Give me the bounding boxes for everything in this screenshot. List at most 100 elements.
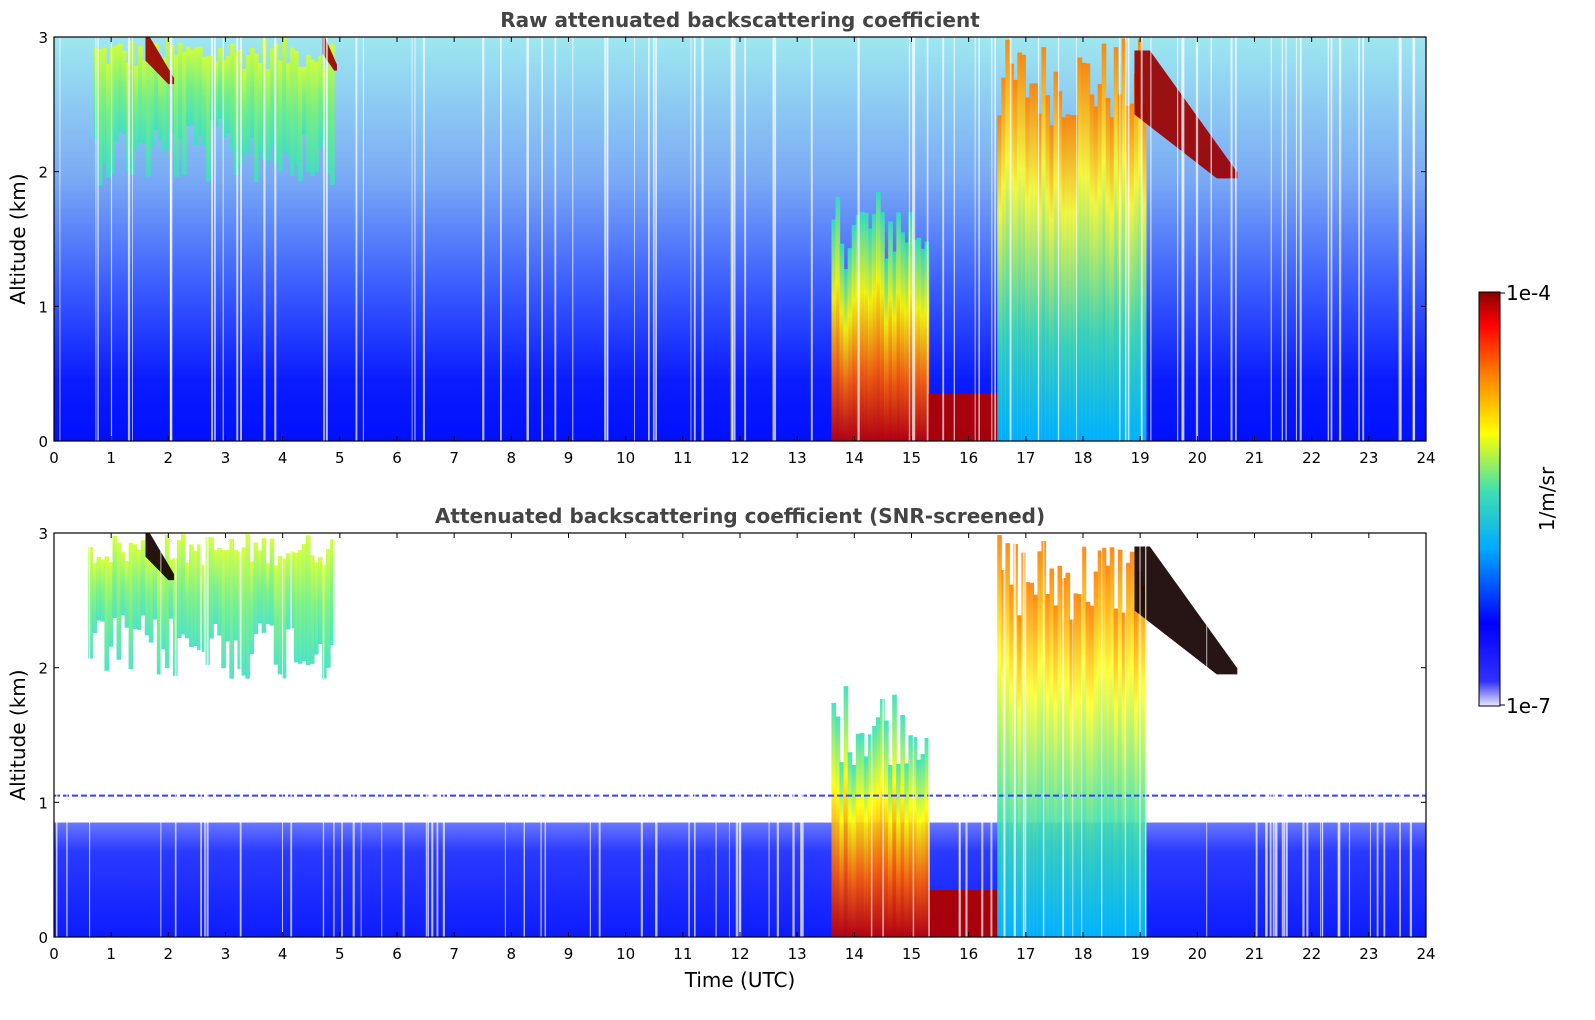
- feature-streak: [197, 544, 202, 651]
- feature-cirrus: [88, 534, 335, 679]
- feature-streak: [900, 232, 905, 441]
- feature-streak: [1141, 584, 1147, 937]
- feature-layer: [1134, 546, 1238, 675]
- feature-streak: [884, 258, 889, 441]
- feature-streak: [257, 550, 263, 624]
- data-gaps: [59, 37, 1416, 441]
- feature-streak: [209, 537, 214, 639]
- feature-streak: [920, 248, 926, 441]
- feature-streak: [831, 219, 837, 441]
- feature-streak: [136, 549, 142, 630]
- plot-area: [59, 37, 1416, 441]
- feature-streak: [867, 734, 873, 937]
- feature-streak: [859, 211, 865, 441]
- feature-streak: [1005, 543, 1010, 937]
- feature-streak: [156, 564, 162, 675]
- feature-streak: [1121, 38, 1127, 441]
- y-tick-label: 3: [38, 525, 48, 543]
- feature-streak: [924, 737, 930, 937]
- feature-streak: [310, 59, 315, 176]
- feature-streak: [835, 196, 841, 441]
- feature-streak: [253, 542, 259, 634]
- feature-streak: [880, 211, 885, 441]
- feature-streak: [226, 55, 231, 134]
- feature-streak: [213, 549, 218, 625]
- feature-streak: [884, 720, 889, 937]
- feature-streak: [1005, 39, 1010, 441]
- feature-streak: [100, 559, 106, 622]
- x-tick-label: 22: [1302, 449, 1321, 467]
- feature-streak: [318, 56, 323, 148]
- feature-streak: [1053, 605, 1059, 937]
- x-tick-label: 21: [1245, 945, 1264, 963]
- x-tick-label: 15: [902, 945, 921, 963]
- feature-streak: [916, 237, 922, 441]
- feature-streak: [326, 46, 331, 174]
- feature-streak: [1141, 103, 1147, 441]
- feature-streak: [1057, 91, 1063, 441]
- feature-streak: [138, 45, 143, 143]
- x-tick-label: 23: [1359, 945, 1378, 963]
- feature-streak: [1101, 547, 1107, 937]
- feature-streak: [1069, 115, 1075, 441]
- feature-streak: [302, 66, 307, 135]
- x-tick-label: 0: [49, 945, 59, 963]
- feature-streak: [916, 759, 922, 937]
- feature-streak: [1073, 114, 1079, 441]
- feature-streak: [269, 538, 275, 626]
- feature-cirrus: [94, 37, 335, 185]
- feature-streak: [142, 60, 147, 144]
- x-tick-label: 23: [1359, 449, 1378, 467]
- feature-streak: [1109, 117, 1115, 441]
- x-axis-label: Time (UTC): [684, 968, 796, 992]
- x-tick-label: 22: [1302, 945, 1321, 963]
- feature-streak: [286, 63, 291, 157]
- x-tick-label: 19: [1131, 945, 1150, 963]
- feature-streak: [1077, 57, 1083, 441]
- feature-streak: [309, 555, 315, 664]
- feature-streak: [110, 46, 115, 174]
- feature-streak: [266, 69, 271, 162]
- x-tick-label: 10: [616, 449, 635, 467]
- x-tick-label: 20: [1188, 449, 1207, 467]
- feature-streak: [88, 547, 93, 659]
- x-tick-label: 4: [278, 945, 288, 963]
- feature-streak: [1017, 52, 1022, 441]
- x-tick-label: 19: [1131, 449, 1150, 467]
- feature-streak: [904, 242, 910, 441]
- feature-streak: [326, 548, 331, 668]
- feature-streak: [293, 552, 299, 663]
- feature-streak: [831, 702, 837, 937]
- feature-streak: [1137, 39, 1143, 441]
- feature-streak: [1113, 47, 1119, 441]
- feature-precipitation: [831, 192, 930, 441]
- feature-streak: [278, 60, 283, 172]
- feature-streak: [250, 47, 255, 138]
- feature-streak: [168, 559, 174, 619]
- feature-streak: [1117, 549, 1123, 937]
- feature-streak: [859, 733, 865, 937]
- y-axis-label: Altitude (km): [6, 669, 30, 800]
- feature-streak: [313, 562, 319, 655]
- x-tick-label: 13: [788, 449, 807, 467]
- feature-streak: [835, 716, 841, 937]
- feature-streak: [148, 553, 154, 643]
- feature-streak: [261, 538, 267, 633]
- feature-streak: [225, 549, 230, 642]
- feature-streak: [1017, 615, 1022, 937]
- x-tick-label: 7: [449, 449, 459, 467]
- feature-streak: [104, 556, 110, 671]
- feature-streak: [912, 737, 918, 937]
- feature-streak: [1081, 546, 1087, 937]
- feature-streak: [1045, 594, 1051, 937]
- y-axis-label: Altitude (km): [6, 173, 30, 304]
- x-tick-label: 3: [221, 945, 231, 963]
- x-tick-label: 16: [959, 449, 978, 467]
- feature-streak: [265, 563, 271, 624]
- feature-streak: [164, 535, 170, 669]
- feature-streak: [997, 115, 1002, 441]
- feature-streak: [843, 269, 849, 441]
- y-tick-label: 1: [38, 298, 48, 316]
- feature-streak: [1057, 565, 1063, 937]
- x-tick-label: 13: [788, 945, 807, 963]
